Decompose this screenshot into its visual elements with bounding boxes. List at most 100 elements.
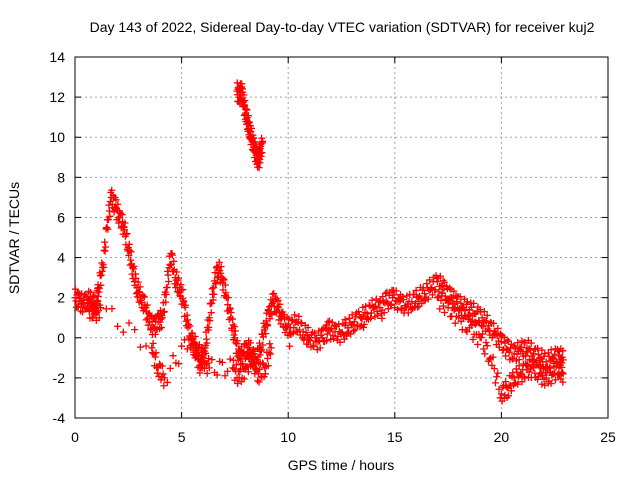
data-point	[165, 278, 173, 286]
data-point	[310, 329, 318, 337]
data-point	[427, 284, 435, 292]
data-point	[210, 284, 218, 292]
data-point	[522, 361, 530, 369]
data-point	[424, 295, 432, 303]
data-point	[462, 326, 470, 334]
data-point	[502, 352, 510, 360]
data-point	[169, 352, 177, 360]
data-point	[463, 298, 471, 306]
data-point	[114, 322, 122, 330]
data-point	[179, 286, 187, 294]
data-point	[220, 276, 228, 284]
data-point	[224, 367, 232, 375]
data-point	[559, 370, 567, 378]
data-point	[163, 378, 171, 386]
data-point	[106, 212, 114, 220]
data-point	[247, 339, 255, 347]
data-point	[131, 326, 139, 334]
data-point	[304, 324, 312, 332]
data-point	[205, 323, 213, 331]
data-point	[168, 251, 176, 259]
data-point	[152, 349, 160, 357]
data-point	[455, 314, 463, 322]
data-point	[451, 319, 459, 327]
data-point	[352, 313, 360, 321]
data-point	[193, 347, 201, 355]
data-point	[360, 320, 368, 328]
data-point	[135, 288, 143, 296]
data-point	[527, 339, 535, 347]
data-point	[318, 326, 326, 334]
data-point	[546, 364, 554, 372]
data-point	[503, 336, 511, 344]
data-point	[157, 315, 165, 323]
data-point	[479, 323, 487, 331]
data-point	[157, 324, 165, 332]
data-point	[372, 302, 380, 310]
data-point	[480, 345, 488, 353]
data-point	[226, 355, 234, 363]
data-point	[124, 244, 132, 252]
data-point	[264, 362, 272, 370]
data-point	[166, 364, 174, 372]
data-point	[541, 381, 549, 389]
data-point	[335, 320, 343, 328]
data-point	[457, 299, 465, 307]
x-tick-label: 25	[600, 429, 616, 445]
y-tick-label: 14	[49, 49, 65, 65]
data-point	[559, 347, 567, 355]
plot-frame	[74, 56, 609, 419]
data-point	[231, 327, 239, 335]
data-point	[304, 340, 312, 348]
data-point	[104, 225, 112, 233]
data-point	[442, 297, 450, 305]
data-point	[118, 211, 126, 219]
data-point	[125, 319, 133, 327]
data-point	[336, 338, 344, 346]
data-point	[191, 333, 199, 341]
data-point	[453, 298, 461, 306]
data-point	[482, 317, 490, 325]
data-point	[144, 321, 152, 329]
data-point	[348, 311, 356, 319]
data-point	[449, 300, 457, 308]
data-point	[351, 326, 359, 334]
data-point	[433, 294, 441, 302]
data-point	[209, 296, 217, 304]
data-point	[183, 345, 191, 353]
data-point	[266, 350, 274, 358]
data-point	[426, 276, 434, 284]
data-point	[551, 376, 559, 384]
data-point	[266, 309, 274, 317]
data-point	[520, 373, 528, 381]
data-point	[408, 298, 416, 306]
data-point	[469, 335, 477, 343]
data-point	[151, 330, 159, 338]
y-tick-label: -4	[53, 410, 66, 426]
data-point	[516, 371, 524, 379]
data-point	[104, 216, 112, 224]
data-point	[199, 354, 207, 362]
data-point	[100, 246, 108, 254]
data-point	[97, 281, 105, 289]
data-point	[436, 272, 444, 280]
data-point	[382, 289, 390, 297]
data-point	[463, 328, 471, 336]
data-point	[249, 350, 257, 358]
x-tick-label: 5	[178, 429, 186, 445]
data-point	[208, 356, 216, 364]
data-point	[367, 314, 375, 322]
data-point	[129, 264, 137, 272]
data-point	[517, 343, 525, 351]
data-point	[186, 322, 194, 330]
data-point	[123, 230, 131, 238]
data-point	[497, 390, 505, 398]
data-point	[159, 370, 167, 378]
data-point	[251, 138, 259, 146]
data-point	[125, 251, 133, 259]
x-tick-label: 10	[280, 429, 296, 445]
data-point	[495, 343, 503, 351]
y-tick-label: 6	[57, 209, 65, 225]
data-point	[509, 355, 517, 363]
data-point	[238, 80, 246, 88]
